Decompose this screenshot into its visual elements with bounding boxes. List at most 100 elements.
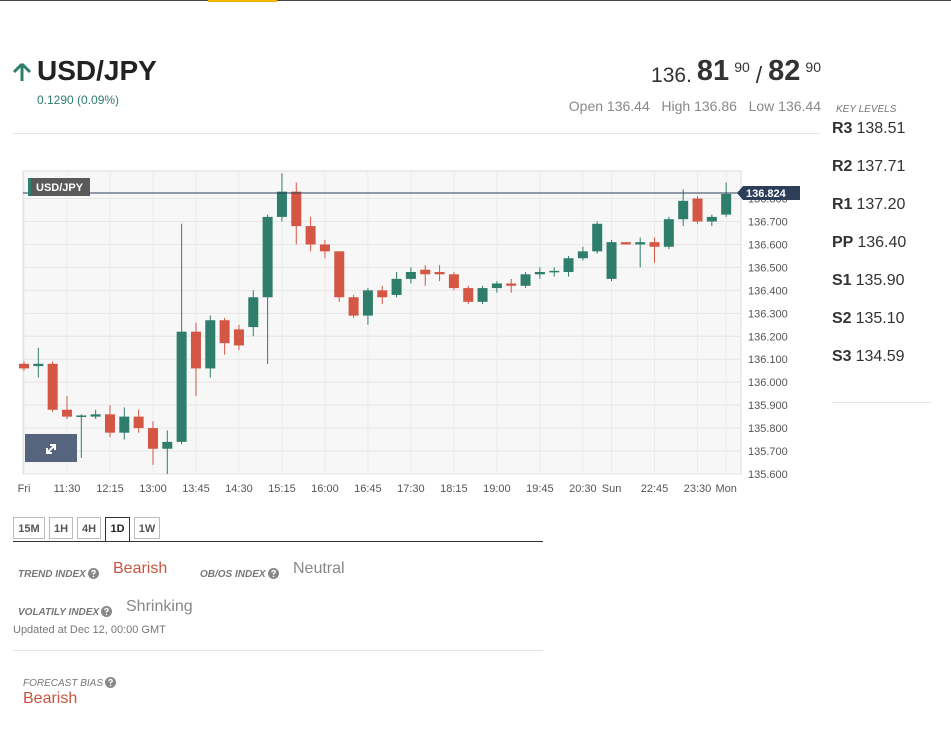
candle-body <box>61 409 72 417</box>
x-tick-label: 13:45 <box>182 483 210 495</box>
x-tick-label: 14:30 <box>225 483 253 495</box>
candle-body <box>162 441 173 449</box>
candle-body <box>549 270 560 273</box>
timeframe-tab[interactable]: 1D <box>105 517 130 542</box>
key-level: S2 135.10 <box>832 310 905 328</box>
candle-body <box>391 278 402 295</box>
y-tick-label: 135.800 <box>748 423 788 435</box>
candle-body <box>33 363 44 367</box>
level-name: S3 <box>832 348 852 365</box>
trend-index: TREND INDEX <box>18 564 99 584</box>
candle-body <box>477 288 488 302</box>
x-tick-label: 15:15 <box>268 483 296 495</box>
divider <box>832 402 931 403</box>
y-tick-label: 135.700 <box>748 446 788 458</box>
key-levels-title: KEY LEVELS <box>836 104 897 115</box>
divider <box>13 133 820 134</box>
candle-body <box>606 242 617 279</box>
forecast-label: FORECAST BIAS <box>23 678 104 689</box>
help-icon[interactable] <box>87 566 99 584</box>
y-tick-label: 136.700 <box>748 217 788 229</box>
candle-body <box>563 258 574 272</box>
candle-body <box>276 191 287 217</box>
volatility-index: VOLATILY INDEX <box>18 602 113 622</box>
level-name: R2 <box>832 158 853 175</box>
candle-body <box>362 290 373 316</box>
timeframe-tab[interactable]: 1W <box>134 517 160 539</box>
candle-body <box>19 363 29 369</box>
symbol: USD/JPY <box>37 55 157 86</box>
candle-body <box>721 193 732 215</box>
trend-label: TREND INDEX <box>18 569 86 580</box>
level-name: S1 <box>832 272 852 289</box>
level-name: R1 <box>832 196 853 213</box>
expand-button[interactable] <box>25 434 77 462</box>
forecast-bias: FORECAST BIAS <box>23 673 117 693</box>
candle-body <box>119 416 130 433</box>
y-tick-label: 136.100 <box>748 354 788 366</box>
divider <box>13 650 543 651</box>
candle-body <box>506 283 517 286</box>
y-tick-label: 135.900 <box>748 400 788 412</box>
timeframe-tab[interactable]: 15M <box>13 517 45 539</box>
level-value: 134.59 <box>855 348 905 365</box>
candle-body <box>90 414 101 417</box>
current-price-label: 136.824 <box>746 188 787 200</box>
x-tick-label: 23:30 <box>684 483 712 495</box>
top-bar-accent <box>208 0 277 2</box>
candle-body <box>348 297 359 316</box>
candle-body <box>663 219 674 247</box>
candle-body <box>377 290 388 298</box>
bid-prefix: 136. <box>651 64 692 87</box>
timeframe-tab[interactable]: 1H <box>49 517 73 539</box>
x-tick-label: 12:15 <box>96 483 124 495</box>
symbol-tag-label: USD/JPY <box>36 182 84 194</box>
candle-body <box>76 415 87 417</box>
candle-body <box>262 216 273 298</box>
candle-body <box>233 329 244 346</box>
candle-body <box>620 242 631 245</box>
ohl: Open 136.44 High 136.86 Low 136.44 <box>569 98 821 114</box>
candle-body <box>405 272 416 279</box>
candle-body <box>592 223 603 252</box>
open: Open 136.44 <box>568 98 650 114</box>
obos-label: OB/OS INDEX <box>200 569 266 580</box>
help-icon[interactable] <box>267 566 279 584</box>
trend-value: Bearish <box>113 560 168 577</box>
help-icon[interactable] <box>101 604 113 622</box>
ask-fraction: 90 <box>805 59 821 75</box>
key-level: S1 135.90 <box>832 272 905 290</box>
x-tick-label: 20:30 <box>569 483 597 495</box>
volatility-label: VOLATILY INDEX <box>18 607 100 618</box>
price-quote: 136. 81 90 / 82 90 <box>651 55 821 89</box>
candle-body <box>463 288 474 302</box>
key-level: R3 138.51 <box>832 120 905 138</box>
key-level: S3 134.59 <box>832 348 905 366</box>
x-tick-label: 18:15 <box>440 483 468 495</box>
help-glyph <box>87 568 99 579</box>
expand-icon <box>46 444 56 454</box>
candle-body <box>305 226 316 245</box>
candle-body <box>534 272 545 275</box>
candle-body <box>291 191 302 227</box>
y-tick-label: 136.500 <box>748 262 788 274</box>
candle-body <box>190 331 201 369</box>
key-level: R2 137.71 <box>832 158 905 176</box>
candle-body <box>678 200 689 220</box>
current-price-tag <box>737 186 800 201</box>
help-icon[interactable] <box>105 675 117 693</box>
help-glyph <box>105 677 117 688</box>
candle-body <box>520 274 531 286</box>
level-name: PP <box>832 234 854 251</box>
x-tick-label: Fri <box>18 483 31 495</box>
timeframe-tab[interactable]: 4H <box>77 517 101 539</box>
volatility-value: Shrinking <box>126 598 193 615</box>
candle-body <box>248 297 259 328</box>
separator: / <box>755 62 763 88</box>
candle-body <box>47 363 58 410</box>
y-tick-label: 136.600 <box>748 239 788 251</box>
obos-value: Neutral <box>293 560 345 577</box>
level-name: S2 <box>832 310 852 327</box>
candle-body <box>133 416 144 429</box>
y-tick-label: 136.400 <box>748 285 788 297</box>
